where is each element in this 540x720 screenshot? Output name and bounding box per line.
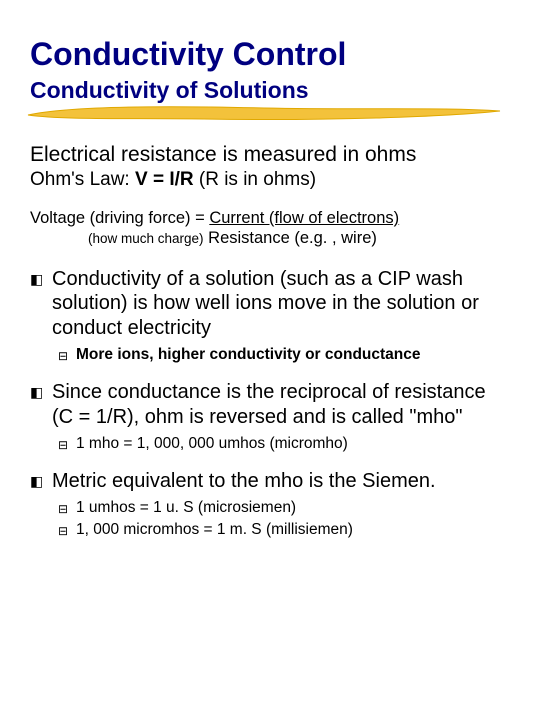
equation-block: Voltage (driving force) = Current (flow … — [30, 208, 510, 249]
bullet-main-icon: ◧ — [30, 380, 52, 404]
sub-bullet-text: 1 umhos = 1 u. S (microsiemen) — [76, 499, 296, 518]
ohms-law-suffix: (R is in ohms) — [194, 169, 316, 190]
intro-line-2: Ohm's Law: V = I/R (R is in ohms) — [30, 169, 510, 192]
sub-bullet-item: ⊟More ions, higher conductivity or condu… — [58, 346, 510, 366]
sub-bullet-item: ⊟1 mho = 1, 000, 000 umhos (micromho) — [58, 435, 510, 455]
eq-right-underlined: Current (flow of electrons) — [209, 209, 399, 227]
sub-bullet-text: 1, 000 micromhos = 1 m. S (millisiemen) — [76, 521, 353, 540]
decorative-underline — [30, 101, 510, 129]
ohms-law-prefix: Ohm's Law: — [30, 169, 135, 190]
bullet-text: Conductivity of a solution (such as a CI… — [52, 267, 510, 340]
bullet-text: Metric equivalent to the mho is the Siem… — [52, 469, 436, 493]
sub-bullet-text: More ions, higher conductivity or conduc… — [76, 346, 421, 365]
bullet-main-icon: ◧ — [30, 267, 52, 291]
slide-title: Conductivity Control — [30, 38, 510, 72]
bullet-main-icon: ◧ — [30, 469, 52, 493]
bullet-item: ◧Conductivity of a solution (such as a C… — [30, 267, 510, 340]
bullet-text: Since conductance is the reciprocal of r… — [52, 380, 510, 429]
ohms-law-formula: V = I/R — [135, 169, 194, 190]
sub-bullet-item: ⊟1, 000 micromhos = 1 m. S (millisiemen) — [58, 521, 510, 541]
bullet-sub-icon: ⊟ — [58, 521, 76, 541]
bullet-item: ◧Since conductance is the reciprocal of … — [30, 380, 510, 429]
bullet-sub-icon: ⊟ — [58, 499, 76, 519]
bullet-list: ◧Conductivity of a solution (such as a C… — [30, 267, 510, 553]
slide-subtitle: Conductivity of Solutions — [30, 78, 510, 103]
sub-bullet-text: 1 mho = 1, 000, 000 umhos (micromho) — [76, 435, 348, 454]
eq-small: (how much charge) — [88, 231, 204, 246]
bullet-sub-icon: ⊟ — [58, 435, 76, 455]
eq-left: Voltage (driving force) = — [30, 209, 209, 227]
intro-line-1: Electrical resistance is measured in ohm… — [30, 143, 510, 167]
eq-rest: Resistance (e.g. , wire) — [204, 229, 377, 247]
bullet-sub-icon: ⊟ — [58, 346, 76, 366]
sub-bullet-item: ⊟1 umhos = 1 u. S (microsiemen) — [58, 499, 510, 519]
bullet-item: ◧Metric equivalent to the mho is the Sie… — [30, 469, 510, 493]
